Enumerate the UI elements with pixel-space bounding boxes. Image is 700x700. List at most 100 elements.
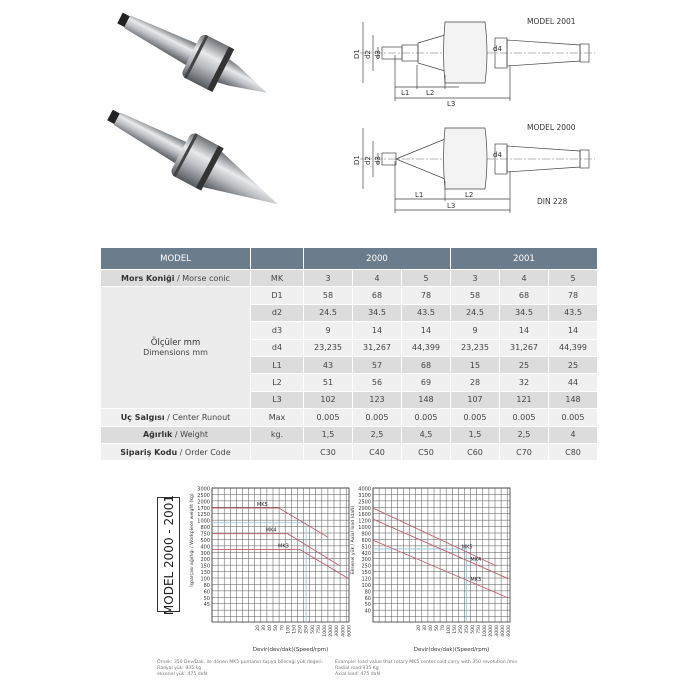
y-tick-label: 4000 xyxy=(358,487,371,493)
model-2001-label: MODEL 2001 xyxy=(527,17,576,26)
table-cell: 107 xyxy=(450,390,500,410)
x-tick-label: 100 xyxy=(285,625,291,634)
table-cell: 102 xyxy=(303,390,353,410)
row-label: Ağırlık / Weight xyxy=(100,425,251,444)
footnote-en: Example: load value that rotary MK5 cent… xyxy=(335,660,517,678)
table-cell: 24.5 xyxy=(303,303,353,323)
y-tick-label: 3100 xyxy=(358,493,371,499)
table-cell: 0.005 xyxy=(352,408,402,427)
y-tick-label: 300 xyxy=(200,551,210,557)
table-cell: 148 xyxy=(401,390,451,410)
table-header-row: MODEL 2000 2001 xyxy=(100,247,598,270)
footnote-tr-line: eksenel yük: 475 daN xyxy=(157,672,207,677)
x-tick-label: 150 xyxy=(292,625,298,634)
table-cell: 23,235 xyxy=(450,338,500,357)
y-axis-label: Eksenel yük / Axial load (daN) xyxy=(350,505,356,574)
table-cell: 15 xyxy=(450,355,500,375)
table-cell: 25 xyxy=(548,355,598,375)
x-tick-label: 20 xyxy=(255,625,261,631)
dim-L3: L3 xyxy=(447,202,455,210)
table-cell: 69 xyxy=(401,373,451,392)
table-cell: C50 xyxy=(401,442,451,462)
dim-L1: L1 xyxy=(415,191,423,199)
dim-d3: d3 xyxy=(374,156,382,165)
table-cell: 0.005 xyxy=(401,408,451,427)
drawing-model-2001 xyxy=(360,21,595,101)
plot-frame xyxy=(372,487,511,623)
table-row: d4 23,235 31,267 44,399 23,235 31,267 44,399 xyxy=(101,338,598,357)
table-cell: 148 xyxy=(548,390,598,410)
x-tick-label: 50 xyxy=(434,625,440,631)
y-tick-label: 60 xyxy=(204,589,210,595)
y-tick-label: 2500 xyxy=(197,493,210,499)
x-tick-label: 250 xyxy=(458,625,464,634)
x-tick-label: 50 xyxy=(273,625,279,631)
table-cell: 78 xyxy=(548,286,598,305)
x-tick-label: 350 xyxy=(464,625,470,634)
table-row: d3 9 14 14 9 14 14 xyxy=(101,321,598,340)
x-tick-label: 500 xyxy=(470,625,476,634)
dim-L2: L2 xyxy=(465,191,473,199)
y-tick-label: 750 xyxy=(200,532,210,538)
dim-d2: d2 xyxy=(364,156,372,165)
live-center-photo-2000 xyxy=(107,109,278,205)
y-tick-label: 60 xyxy=(365,596,371,602)
dimensions-label: Ölçüler mm Dimensions mm xyxy=(100,286,251,410)
table-cell: 34.5 xyxy=(352,303,402,323)
series-line-mk5 xyxy=(212,507,329,538)
y-tick-label: 300 xyxy=(361,557,371,563)
y-tick-label: 80 xyxy=(204,583,210,589)
header-model: MODEL xyxy=(100,247,251,270)
y-tick-label: 1600 xyxy=(358,512,371,518)
table-row: L1 43 57 68 15 25 25 xyxy=(101,355,598,375)
table-cell: 57 xyxy=(352,355,402,375)
plot-frame xyxy=(211,487,350,623)
x-tick-label: 30 xyxy=(422,625,428,631)
table-cell: 14 xyxy=(401,321,451,340)
x-tick-label: 1000 xyxy=(322,625,328,637)
table-cell: 1,5 xyxy=(450,425,500,444)
y-tick-label: 500 xyxy=(200,538,210,544)
y-tick-label: 200 xyxy=(200,557,210,563)
table-cell: 68 xyxy=(499,286,549,305)
y-tick-label: 1250 xyxy=(197,512,210,518)
y-tick-label: 50 xyxy=(204,596,210,602)
y-tick-label: 50 xyxy=(365,602,371,608)
y-tick-label: 130 xyxy=(200,570,210,576)
header-group-2001: 2001 xyxy=(450,247,598,270)
x-tick-label: 150 xyxy=(452,625,458,634)
footnote-en-line: Example: load value that rotary MK5 cent… xyxy=(335,660,518,665)
dim-d4: d4 xyxy=(493,45,502,53)
y-tick-label: 100 xyxy=(361,583,371,589)
dim-L2: L2 xyxy=(426,89,434,97)
y-tick-label: 3000 xyxy=(197,487,210,493)
din-standard-label: DIN 228 xyxy=(537,197,568,206)
table-cell: 43.5 xyxy=(401,303,451,323)
dim-d3: d3 xyxy=(374,50,382,59)
y-tick-label: 800 xyxy=(361,532,371,538)
table-row: Ağırlık / Weight kg. 1,5 2,5 4,5 1,5 2,5 4 xyxy=(100,425,598,444)
y-tick-label: 600 xyxy=(361,538,371,544)
row-unit: Max xyxy=(250,408,304,427)
table-cell: 34.5 xyxy=(499,303,549,323)
x-tick-label: 100 xyxy=(446,625,452,634)
series-line-mk5 xyxy=(372,507,497,567)
table-cell: 5 xyxy=(548,268,598,288)
table-cell: C70 xyxy=(499,442,549,462)
x-tick-label: 1000 xyxy=(482,625,488,637)
series-line-mk3 xyxy=(212,549,350,580)
table-cell: 44,399 xyxy=(548,338,598,357)
row-label: Mors Koniği / Morse conic xyxy=(100,268,251,288)
table-row: L3 102 123 148 107 121 148 xyxy=(101,390,598,410)
x-axis-label: Devir(dev/dak)(Speed/rpm) xyxy=(253,647,328,653)
y-axis-label: İşparçası ağırlığı / Workpiece weight (k… xyxy=(188,493,195,587)
x-tick-label: 4000 xyxy=(340,625,346,637)
y-tick-label: 120 xyxy=(361,577,371,583)
row-unit: D1 xyxy=(250,286,304,305)
y-tick-label: 510 xyxy=(361,544,371,550)
table-cell: C80 xyxy=(548,442,598,462)
technical-drawings: D1 d2 d3 d4 L1 L2 L3 D1 d2 d3 d4 L1 L2 L… xyxy=(353,21,595,213)
x-tick-label: 750 xyxy=(476,625,482,634)
x-tick-label: 3000 xyxy=(494,625,500,637)
dim-D1: D1 xyxy=(353,49,361,59)
